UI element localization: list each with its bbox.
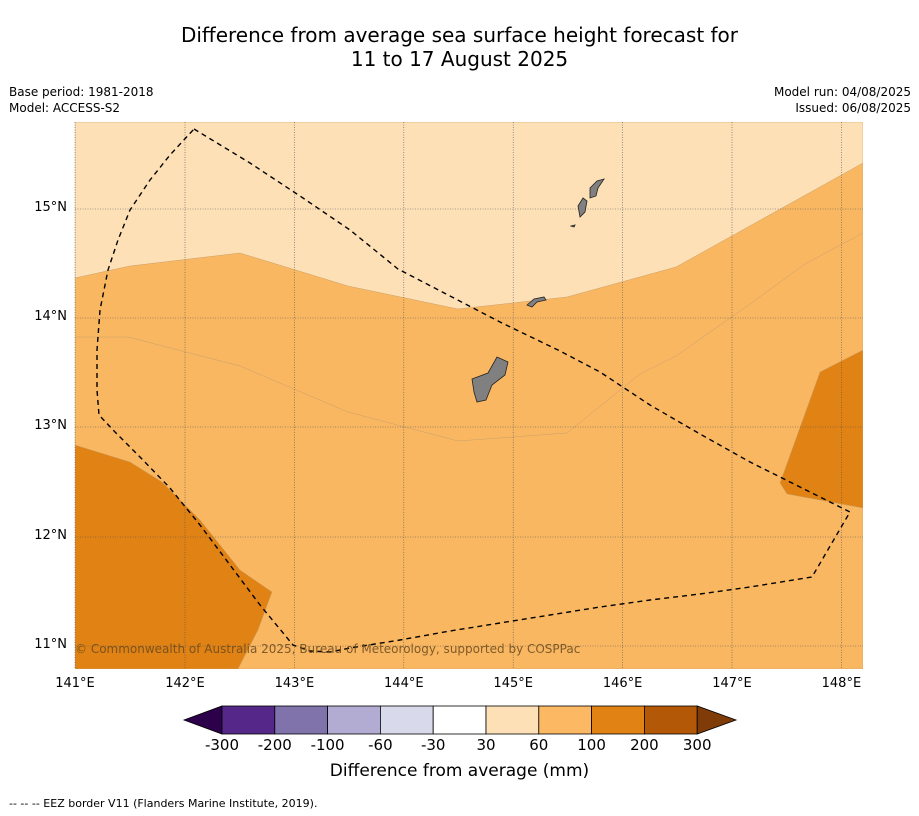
longitude-tick-label: 144°E	[384, 676, 424, 691]
colorbar-swatch	[591, 705, 645, 735]
latitude-tick-label: 13°N	[34, 418, 67, 433]
colorbar-swatch	[485, 705, 540, 735]
band-100-200-west	[75, 444, 273, 669]
model-run: Model run: 04/08/2025	[773, 85, 911, 99]
latitude-tick-label: 11°N	[34, 637, 67, 652]
colorbar-swatch	[327, 705, 381, 735]
colorbar-tick-label: -300	[204, 736, 240, 754]
title-line-2: 11 to 17 August 2025	[350, 47, 569, 71]
colorbar-swatch	[644, 705, 698, 735]
model-name: Model: ACCESS-S2	[9, 101, 121, 115]
title-line-1: Difference from average sea surface heig…	[180, 23, 739, 47]
colorbar-tick-label: 300	[682, 736, 712, 754]
footnote-eez: -- -- -- EEZ border V11 (Flanders Marine…	[9, 797, 318, 810]
colorbar-tick-label: 60	[529, 736, 549, 754]
eez-border	[96, 128, 851, 653]
longitude-tick-label: 145°E	[493, 676, 533, 691]
colorbar-swatch	[538, 705, 592, 735]
colorbar-tick-label: -60	[368, 736, 393, 754]
longitude-tick-label: 141°E	[55, 676, 95, 691]
band-30-60	[75, 122, 863, 310]
colorbar-tick-label: 200	[630, 736, 659, 754]
longitude-tick-label: 142°E	[165, 676, 205, 691]
colorbar-swatch	[379, 705, 434, 735]
copyright-notice: © Commonwealth of Australia 2025, Bureau…	[75, 642, 581, 656]
colorbar-tick-label: -30	[420, 736, 446, 754]
colorbar	[182, 705, 738, 735]
contour-fills	[75, 122, 863, 669]
issued-date: Issued: 06/08/2025	[795, 101, 911, 115]
longitude-tick-label: 143°E	[274, 676, 315, 691]
colorbar-tick-label: 100	[577, 736, 606, 754]
latitude-tick-label: 14°N	[34, 309, 67, 324]
base-period: Base period: 1981-2018	[9, 85, 154, 99]
colorbar-tick-label: 30	[476, 736, 496, 754]
colorbar-swatch	[221, 705, 276, 735]
rota-island	[526, 296, 547, 308]
colorbar-under-arrow	[182, 705, 223, 735]
colorbar-tick-label: -100	[310, 736, 345, 754]
land-masses	[471, 178, 605, 403]
latitude-tick-label: 12°N	[34, 528, 67, 543]
colorbar-tick-label: -200	[257, 736, 292, 754]
saipan-island	[589, 178, 605, 199]
guam-island	[471, 356, 509, 403]
longitude-tick-label: 148°E	[821, 676, 862, 691]
latitude-tick-label: 15°N	[34, 200, 67, 215]
graticule	[74, 122, 863, 669]
longitude-tick-label: 147°E	[712, 676, 752, 691]
band-100-200-east	[779, 349, 863, 509]
colorbar-title: Difference from average (mm)	[329, 761, 590, 781]
aguijan-islet	[569, 224, 576, 228]
colorbar-swatch	[432, 705, 487, 735]
band-60-100-shape	[75, 232, 863, 669]
longitude-tick-label: 146°E	[602, 676, 643, 691]
colorbar-over-arrow	[696, 705, 738, 735]
tinian-island	[577, 197, 588, 218]
colorbar-swatch	[274, 705, 328, 735]
